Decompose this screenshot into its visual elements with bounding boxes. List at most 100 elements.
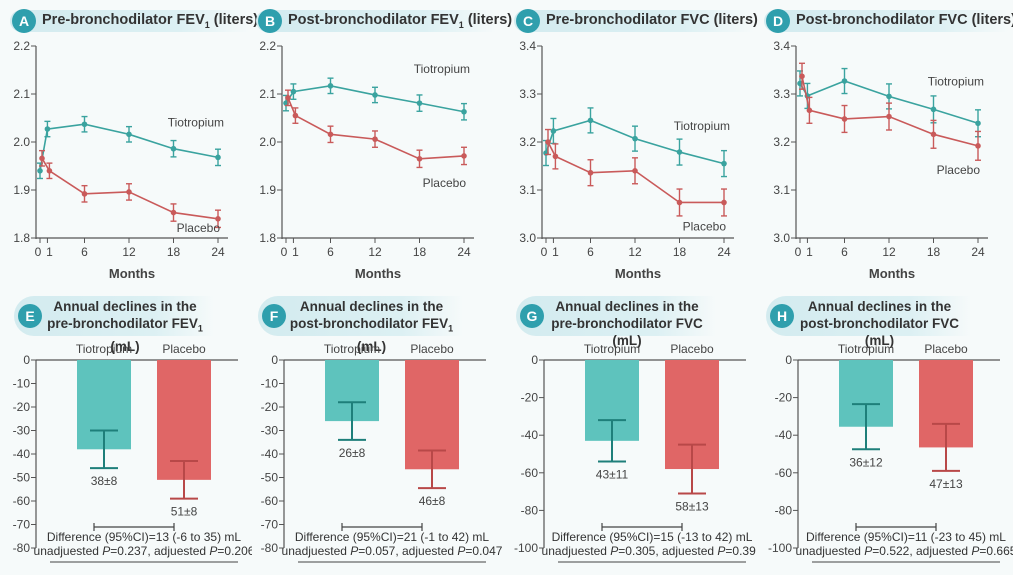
x-tick-label: 6 (841, 245, 848, 259)
y-tick-label: 1.9 (13, 183, 30, 197)
data-point-placebo (930, 131, 937, 138)
data-point-placebo (545, 139, 551, 145)
panel-e: E Annual declines in the pre-bronchodilat… (0, 290, 252, 575)
panel-b-header: B Post-bronchodilator FEV1 (liters) (256, 9, 512, 33)
panel-title: Annual declines in the pre-bronchodilator… (47, 299, 203, 354)
category-label-placebo: Placebo (162, 342, 206, 356)
data-point-placebo (841, 116, 848, 122)
x-tick-label: 0 (541, 245, 548, 259)
y-tick-label: -20 (775, 391, 793, 405)
panel-d-header: D Post-bronchodilator FVC (liters) (764, 9, 1013, 33)
panel-e-header: E Annual declines in the pre-bronchodilat… (14, 296, 214, 354)
panel-h: H Annual declines in the post-bronchodila… (756, 290, 1013, 575)
panel-badge: C (516, 9, 540, 33)
panel-title: Post-bronchodilator FVC (liters) (796, 12, 1013, 28)
panel-title: Annual declines in the post-bronchodilato… (800, 299, 959, 348)
y-tick-label: -80 (261, 541, 279, 555)
y-tick-label: -20 (521, 391, 539, 405)
data-point-placebo (975, 143, 981, 149)
p-symbol: P (864, 544, 872, 558)
p-text: unadjuested (542, 544, 611, 558)
data-point-tiotropium (930, 106, 937, 113)
x-tick-label: 0 (281, 245, 288, 259)
data-point-tiotropium (550, 128, 557, 134)
data-point-tiotropium (215, 154, 221, 161)
p-symbol: P (717, 544, 725, 558)
x-tick-label: 6 (81, 245, 88, 259)
p-value-text: unadjuested P=0.522, adjuested P=0.665 (796, 544, 1013, 558)
value-label-placebo: 58±13 (675, 499, 709, 513)
x-tick-label: 12 (122, 245, 136, 259)
panel-c: C Pre-bronchodilator FVC (liters) 3.0 3.1… (504, 0, 758, 290)
x-tick-label: 18 (927, 245, 941, 259)
panel-badge: D (766, 9, 790, 33)
data-point-placebo (81, 191, 88, 197)
y-tick-label: -10 (13, 377, 31, 391)
panel-badge: B (258, 9, 282, 33)
y-tick-label: -100 (514, 541, 538, 555)
y-tick-label: 2.0 (259, 135, 276, 149)
panel-badge: H (770, 304, 794, 328)
panel-badge: A (12, 9, 36, 33)
panel-d: D Post-bronchodilator FVC (liters) 3.0 3.… (756, 0, 1013, 290)
data-point-placebo (292, 112, 299, 119)
data-point-placebo (170, 209, 177, 216)
y-tick-label: 1.8 (259, 231, 276, 245)
data-point-placebo (632, 168, 638, 174)
panel-c-header: C Pre-bronchodilator FVC (liters) (514, 9, 758, 33)
p-text: =0.057, adjuested (358, 544, 457, 558)
series-line-placebo (287, 97, 465, 160)
panel-a: A Pre-bronchodilator FEV1 (liters) 1.8 1.… (0, 0, 258, 290)
panel-f-header: F Annual declines in the post-bronchodila… (258, 296, 463, 354)
x-axis-label: Months (109, 266, 155, 281)
y-tick-label: -100 (768, 541, 792, 555)
y-tick-label: 3.1 (773, 183, 790, 197)
difference-text: Difference (95%CI)=21 (-1 to 42) mL (295, 530, 490, 544)
p-text: unadjuested (282, 544, 351, 558)
y-tick-label: -40 (261, 447, 279, 461)
series-label-placebo: Placebo (937, 163, 981, 177)
panel-title: Pre-bronchodilator FVC (liters) (546, 12, 758, 28)
x-tick-label: 24 (211, 245, 225, 259)
y-tick-label: 1.8 (13, 231, 30, 245)
y-tick-label: -20 (13, 400, 31, 414)
data-point-placebo (552, 153, 559, 160)
x-tick-label: 18 (167, 245, 181, 259)
bar-chart-g: 0 -20 -40 -60 -80 -100 Tiotropium 43±11 Placebo 5… (514, 342, 756, 563)
category-label-placebo: Placebo (670, 342, 714, 356)
y-tick-label: -60 (13, 494, 31, 508)
p-text: =0.047 (465, 544, 502, 558)
y-tick-label: 3.2 (519, 135, 536, 149)
panel-title: Annual declines in the pre-bronchodilator… (551, 299, 703, 348)
difference-text: Difference (95%CI)=15 (-13 to 42) mL (552, 530, 753, 544)
y-tick-label: -40 (775, 428, 793, 442)
y-tick-label: -10 (261, 377, 279, 391)
y-tick-label: 1.9 (259, 183, 276, 197)
p-symbol: P (971, 544, 979, 558)
x-tick-label: 12 (882, 245, 896, 259)
y-tick-label: -40 (13, 447, 31, 461)
p-text: =0.305, adjuested (618, 544, 717, 558)
y-tick-label: -80 (13, 541, 31, 555)
data-point-tiotropium (676, 149, 683, 155)
p-symbol: P (209, 544, 217, 558)
p-symbol: P (102, 544, 110, 558)
line-chart-d: 3.0 3.1 3.2 3.3 3.4 0 1 6 12 18 24 Months Tiotropium… (773, 39, 988, 281)
category-label-tiotropium: Tiotropium (76, 342, 132, 356)
series-line-tiotropium (39, 123, 219, 171)
y-tick-label: 3.0 (519, 231, 536, 245)
x-axis-label: Months (615, 266, 661, 281)
data-point-tiotropium (290, 88, 297, 95)
p-value-text: unadjuested P=0.237, adjuested P=0.206 (34, 544, 252, 558)
y-tick-label: -50 (13, 471, 31, 485)
data-point-tiotropium (721, 160, 727, 167)
bar-placebo (157, 360, 211, 480)
y-tick-label: 3.4 (773, 39, 790, 53)
data-point-placebo (676, 199, 683, 206)
y-tick-label: -60 (521, 466, 539, 480)
category-label-tiotropium: Tiotropium (838, 342, 894, 356)
y-tick-label: -40 (521, 428, 539, 442)
panel-title: Post-bronchodilator FEV1 (liters) (288, 12, 513, 30)
data-point-placebo (126, 189, 132, 195)
x-tick-label: 24 (457, 245, 471, 259)
